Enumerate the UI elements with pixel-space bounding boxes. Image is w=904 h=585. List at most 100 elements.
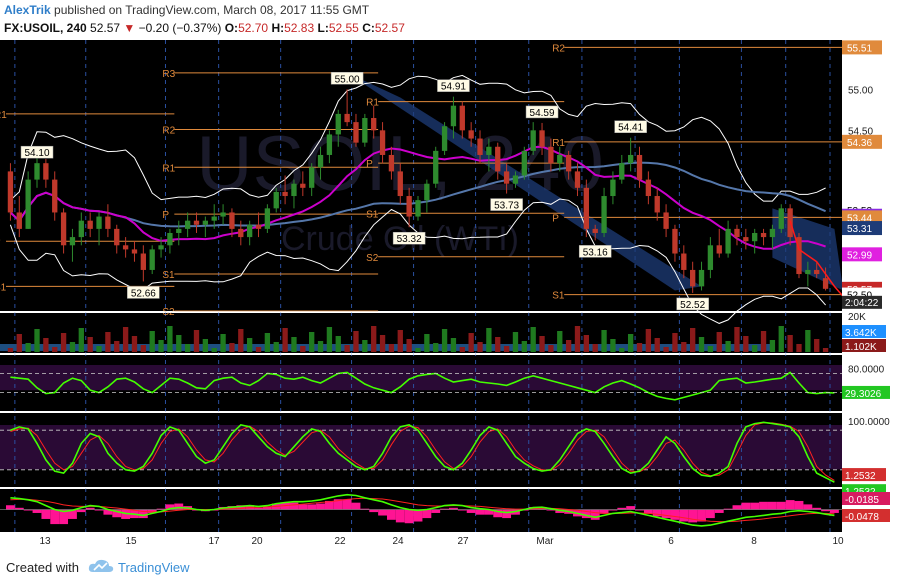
volume-tick: 20K bbox=[848, 312, 866, 323]
extreme-label: 54.59 bbox=[530, 108, 555, 119]
volume-bar bbox=[114, 341, 120, 352]
candle-body bbox=[654, 196, 660, 213]
volume-bar bbox=[246, 338, 253, 352]
volume-bar bbox=[69, 342, 76, 352]
candle-body bbox=[140, 253, 146, 270]
candle-body bbox=[122, 245, 129, 250]
author-link[interactable]: AlexTrik bbox=[4, 3, 51, 17]
extreme-label-box bbox=[676, 297, 709, 311]
volume-bar bbox=[530, 327, 536, 352]
pivot-label: R1 bbox=[552, 138, 565, 149]
volume-bar bbox=[743, 336, 749, 352]
candle-body bbox=[433, 150, 439, 184]
time-tick: 10 bbox=[832, 536, 844, 547]
volume-bar bbox=[424, 334, 430, 352]
volume-bar bbox=[140, 345, 146, 352]
volume-bar bbox=[734, 327, 740, 352]
candle-body bbox=[698, 269, 705, 287]
candle-body bbox=[486, 146, 492, 155]
macd-hist-bar bbox=[555, 509, 565, 513]
macd-hist-bar bbox=[422, 509, 432, 519]
macd-hist-bar bbox=[307, 504, 317, 510]
tradingview-link[interactable]: TradingView bbox=[118, 560, 190, 575]
ma-fast-line bbox=[9, 145, 826, 250]
price-change: −0.20 (−0.37%) bbox=[138, 21, 222, 35]
candle-body bbox=[796, 237, 802, 275]
candle-body bbox=[406, 196, 412, 217]
candle-body bbox=[96, 216, 102, 229]
macd-hist-bar bbox=[502, 509, 512, 519]
tradingview-cloud-icon[interactable] bbox=[88, 558, 114, 579]
volume-bar bbox=[450, 338, 457, 352]
extreme-label: 54.91 bbox=[441, 82, 466, 93]
candle-body bbox=[672, 228, 678, 254]
down-channel bbox=[347, 72, 702, 291]
stoch-tick: 100.0000 bbox=[848, 417, 890, 428]
volume-bar bbox=[406, 339, 412, 352]
volume-bar bbox=[539, 336, 545, 352]
volume-bar bbox=[167, 326, 173, 352]
volume-bar bbox=[229, 343, 235, 352]
macd-hist-bar bbox=[103, 509, 113, 515]
candle-body bbox=[52, 179, 58, 213]
volume-bar bbox=[7, 348, 14, 352]
macd-hist-bar bbox=[395, 509, 405, 523]
volume-bar bbox=[291, 337, 297, 352]
volume-bar bbox=[34, 329, 40, 352]
candle-body bbox=[495, 146, 501, 172]
candle-body bbox=[176, 228, 182, 233]
pivot-label: R2 bbox=[162, 126, 175, 137]
volume-bar bbox=[574, 326, 581, 352]
volume-bar bbox=[725, 341, 731, 352]
extreme-label-box bbox=[330, 72, 364, 85]
candle-body bbox=[743, 237, 749, 242]
volume-bar bbox=[636, 343, 643, 352]
macd-hist-bar bbox=[803, 504, 813, 510]
volume-bar bbox=[193, 330, 200, 352]
macd-hist-bar bbox=[759, 501, 768, 510]
macd-hist-bar bbox=[413, 509, 423, 522]
price-tag bbox=[842, 40, 882, 55]
volume-bar bbox=[716, 332, 722, 352]
macd-hist-bar bbox=[121, 509, 131, 519]
macd-hist-bar bbox=[138, 509, 148, 519]
pivot-label: S1 bbox=[162, 270, 175, 281]
time-tick: 17 bbox=[208, 536, 220, 547]
candle-body bbox=[371, 118, 377, 131]
open-value: 52.70 bbox=[238, 21, 269, 35]
macd-hist-bar bbox=[32, 509, 42, 513]
candle-body bbox=[450, 105, 457, 127]
volume-bar bbox=[822, 348, 829, 352]
high-label: H: bbox=[271, 21, 285, 35]
candle-body bbox=[769, 228, 776, 238]
volume-tag-text: 3.642K bbox=[845, 328, 877, 339]
candle-body bbox=[184, 220, 191, 229]
macd-hist-bar bbox=[484, 509, 494, 515]
candle-body bbox=[158, 245, 164, 250]
candle-body bbox=[663, 212, 669, 229]
volume-bar bbox=[796, 344, 802, 352]
macd-hist-bar bbox=[404, 509, 414, 524]
macd-hist-bar bbox=[289, 502, 299, 510]
candle-body bbox=[397, 171, 403, 197]
candle-body bbox=[707, 245, 714, 270]
volume-bar bbox=[397, 330, 403, 352]
candle-body bbox=[557, 154, 563, 164]
candle-body bbox=[725, 228, 731, 254]
candle-body bbox=[291, 183, 297, 197]
macd-tag-2 bbox=[842, 509, 890, 522]
volume-bar bbox=[353, 331, 359, 352]
volume-bar bbox=[787, 335, 793, 352]
extreme-label: 53.16 bbox=[583, 247, 608, 258]
volume-bar bbox=[433, 343, 439, 352]
candle-body bbox=[202, 220, 209, 225]
macd-signal-line bbox=[10, 497, 835, 523]
volume-bar bbox=[645, 329, 652, 352]
candle-body bbox=[619, 163, 625, 180]
macd-hist-bar bbox=[723, 508, 733, 510]
volume-bar bbox=[158, 340, 164, 352]
macd-hist-bar bbox=[697, 509, 706, 522]
volume-bar bbox=[805, 330, 811, 352]
macd-hist-bar bbox=[68, 509, 77, 519]
